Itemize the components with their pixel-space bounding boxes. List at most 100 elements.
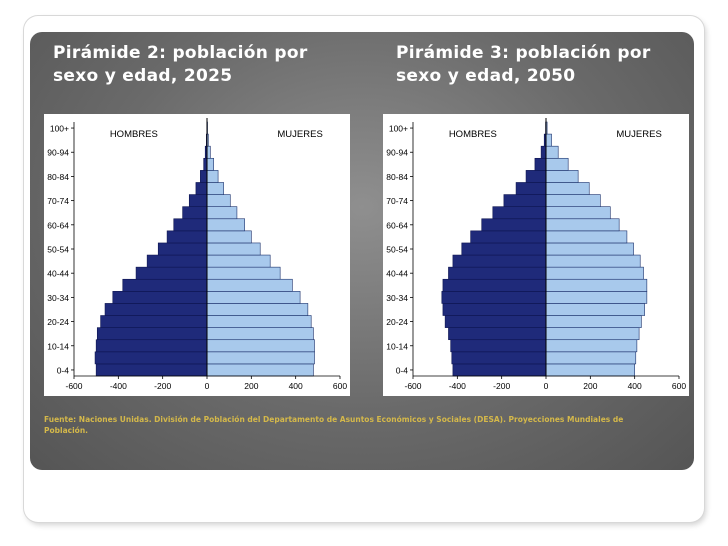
bar-male-0-4 xyxy=(95,363,208,377)
bar-female-95-99 xyxy=(545,133,552,147)
y-tick-label: 70-74 xyxy=(386,196,408,206)
bar-female-85-89 xyxy=(206,157,214,171)
bar-female-80-84 xyxy=(545,170,579,183)
bar-male-10-14 xyxy=(450,339,547,353)
bar-male-35-39 xyxy=(122,278,208,292)
bar-male-65-69 xyxy=(182,206,208,220)
x-tick-label: 600 xyxy=(672,381,686,391)
chart-title-2050: Pirámide 3: población por sexo y edad, 2… xyxy=(396,43,651,86)
chart-title-2025: Pirámide 2: población por sexo y edad, 2… xyxy=(53,43,308,86)
bar-male-60-64 xyxy=(481,218,547,232)
bar-male-65-69 xyxy=(492,206,547,220)
bar-female-80-84 xyxy=(206,170,219,183)
bar-female-45-49 xyxy=(206,254,271,268)
pyramid-chart-2050: 0-4 10-14 20-24 30-34 40-44 50-54 60-64 70-74 80… xyxy=(383,114,689,396)
bar-female-90-94 xyxy=(545,145,559,159)
bar-female-20-24 xyxy=(545,315,642,328)
y-tick-label: 70-74 xyxy=(47,196,69,206)
bar-female-40-44 xyxy=(545,266,644,280)
bar-male-5-9 xyxy=(451,351,547,365)
bar-male-20-24 xyxy=(444,315,547,328)
bar-female-10-14 xyxy=(206,339,315,353)
x-tick-label: 0 xyxy=(205,381,210,391)
bar-male-0-4 xyxy=(452,363,547,377)
bar-female-15-19 xyxy=(206,327,314,341)
bar-male-75-79 xyxy=(195,182,208,195)
x-tick-label: 400 xyxy=(289,381,303,391)
bar-female-35-39 xyxy=(545,278,648,292)
bar-male-90-94 xyxy=(540,145,547,159)
bar-male-5-9 xyxy=(94,351,208,365)
x-tick-label: 600 xyxy=(333,381,347,391)
x-tick-label: -400 xyxy=(110,381,127,391)
bar-male-25-29 xyxy=(442,303,547,316)
pyramid-chart-2025: 0-4 10-14 20-24 30-34 40-44 50-54 60-64 70-74 80… xyxy=(44,114,350,396)
y-tick-label: 90-94 xyxy=(47,148,69,158)
bar-male-20-24 xyxy=(100,315,208,328)
bar-female-30-34 xyxy=(545,291,648,304)
series-label-female: MUJERES xyxy=(277,129,322,140)
y-tick-label: 20-24 xyxy=(47,317,69,327)
x-tick-label: -600 xyxy=(65,381,82,391)
bar-male-30-34 xyxy=(441,291,547,304)
bar-female-25-29 xyxy=(206,303,309,316)
y-tick-label: 30-34 xyxy=(47,293,69,303)
y-tick-label: 40-44 xyxy=(47,269,69,279)
y-tick-label: 60-64 xyxy=(386,220,408,230)
bar-male-45-49 xyxy=(452,254,547,268)
bar-male-10-14 xyxy=(95,339,208,353)
bar-male-60-64 xyxy=(173,218,208,232)
y-tick-label: 80-84 xyxy=(386,172,408,182)
bar-male-30-34 xyxy=(112,291,208,304)
y-tick-label: 90-94 xyxy=(386,148,408,158)
bar-female-35-39 xyxy=(206,278,293,292)
bar-female-0-4 xyxy=(545,363,635,377)
bar-male-15-19 xyxy=(96,327,208,341)
y-tick-label: 0-4 xyxy=(57,365,70,375)
bar-female-10-14 xyxy=(545,339,638,353)
bar-female-0-4 xyxy=(206,363,314,377)
x-tick-label: 200 xyxy=(244,381,258,391)
series-label-male: HOMBRES xyxy=(110,129,158,140)
pyramid-svg-2025: 0-4 10-14 20-24 30-34 40-44 50-54 60-64 70-74 80… xyxy=(47,118,347,391)
y-tick-label: 60-64 xyxy=(47,220,69,230)
x-tick-label: -200 xyxy=(154,381,171,391)
bar-female-65-69 xyxy=(545,206,611,220)
x-tick-label: -600 xyxy=(404,381,421,391)
bar-female-45-49 xyxy=(545,254,641,268)
bar-female-60-64 xyxy=(206,218,245,232)
x-tick-label: -200 xyxy=(493,381,510,391)
y-tick-label: 10-14 xyxy=(47,341,69,351)
bar-male-45-49 xyxy=(146,254,208,268)
bar-female-75-79 xyxy=(545,182,590,195)
x-tick-label: 400 xyxy=(628,381,642,391)
bar-female-30-34 xyxy=(206,291,301,304)
bar-female-75-79 xyxy=(206,182,224,195)
bar-male-80-84 xyxy=(525,170,547,183)
x-tick-label: 200 xyxy=(583,381,597,391)
bar-male-55-59 xyxy=(470,230,547,244)
y-tick-label: 10-14 xyxy=(386,341,408,351)
bar-male-40-44 xyxy=(448,266,547,280)
bar-male-50-54 xyxy=(461,242,547,256)
bar-female-40-44 xyxy=(206,266,281,280)
bar-female-5-9 xyxy=(206,351,315,365)
bar-female-85-89 xyxy=(545,157,569,171)
series-label-female: MUJERES xyxy=(616,129,661,140)
bar-female-20-24 xyxy=(206,315,312,328)
bar-male-80-84 xyxy=(200,170,208,183)
y-tick-label: 0-4 xyxy=(396,365,409,375)
bar-female-70-74 xyxy=(206,194,231,207)
y-tick-label: 100+ xyxy=(50,124,69,134)
bar-male-55-59 xyxy=(166,230,208,244)
bar-male-70-74 xyxy=(503,194,547,207)
bar-male-35-39 xyxy=(442,278,547,292)
bar-male-40-44 xyxy=(135,266,208,280)
pyramid-svg-2050: 0-4 10-14 20-24 30-34 40-44 50-54 60-64 70-74 80… xyxy=(386,118,686,391)
bar-male-70-74 xyxy=(188,194,208,207)
x-tick-label: 0 xyxy=(544,381,549,391)
bar-female-50-54 xyxy=(206,242,261,256)
y-tick-label: 50-54 xyxy=(47,245,69,255)
bar-female-55-59 xyxy=(545,230,628,244)
series-label-male: HOMBRES xyxy=(449,129,497,140)
